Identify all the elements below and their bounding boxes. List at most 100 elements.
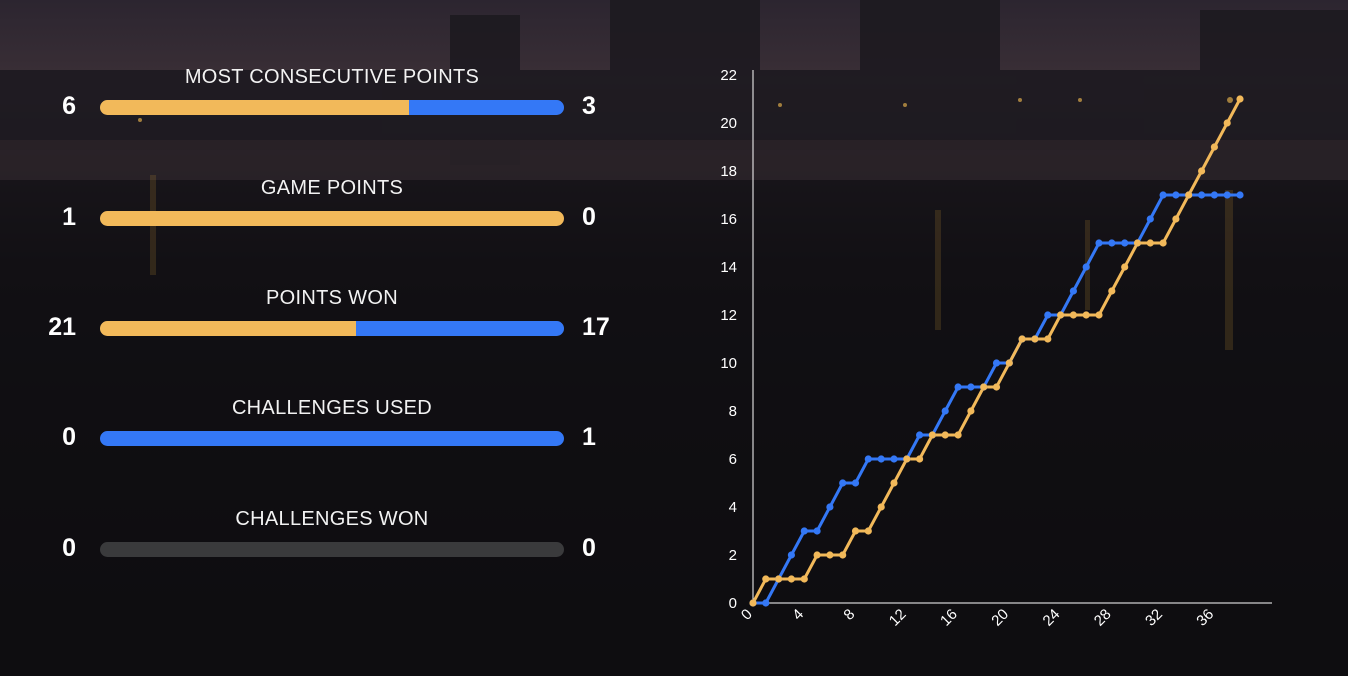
- orange-series-point: [851, 527, 860, 535]
- blue-series-point: [1236, 191, 1244, 199]
- blue-series-point: [762, 599, 770, 607]
- comparison-bar: [100, 321, 564, 336]
- orange-series-point: [1172, 215, 1180, 223]
- x-tick-label: 4: [789, 606, 807, 624]
- stat-title: MOST CONSECUTIVE POINTS: [184, 66, 480, 88]
- stat-most-consecutive-points: MOST CONSECUTIVE POINTS 6 3: [0, 66, 660, 166]
- stat-challenges-won: CHALLENGES WON 0 0: [0, 508, 660, 608]
- orange-series-point: [813, 551, 821, 559]
- orange-series-point: [967, 407, 975, 415]
- blue-series-point: [1223, 191, 1231, 199]
- orange-series-point: [775, 575, 783, 583]
- blue-series-point: [800, 527, 808, 535]
- blue-series-point: [1095, 239, 1103, 247]
- x-tick-label: 20: [988, 606, 1012, 630]
- blue-series-point: [1044, 311, 1052, 319]
- player-b-bar-segment: [100, 431, 564, 446]
- orange-series-point: [1198, 167, 1206, 175]
- orange-series-point: [1133, 239, 1142, 247]
- y-tick-label: 8: [729, 403, 737, 420]
- stat-challenges-used: CHALLENGES USED 0 1: [0, 397, 660, 497]
- x-tick-label: 16: [937, 606, 961, 630]
- orange-series-point: [877, 503, 885, 511]
- x-tick-label: 12: [886, 606, 910, 630]
- blue-series-point: [941, 407, 949, 415]
- orange-series-point: [1185, 191, 1193, 199]
- match-stats-panel: MOST CONSECUTIVE POINTS 6 3 GAME POINTS …: [0, 0, 660, 676]
- blue-series-point: [864, 455, 872, 463]
- left-value: 21: [48, 313, 76, 341]
- orange-series-point: [890, 479, 898, 487]
- y-tick-label: 16: [720, 211, 737, 228]
- orange-series-point: [1095, 311, 1103, 319]
- orange-series-point: [1223, 119, 1231, 127]
- orange-series-point: [787, 575, 795, 583]
- orange-series-point: [928, 431, 936, 439]
- blue-series-point: [916, 431, 924, 439]
- y-tick-label: 6: [729, 451, 737, 468]
- y-tick-label: 0: [729, 595, 737, 612]
- blue-series-point: [1146, 215, 1154, 223]
- y-tick-label: 12: [720, 307, 737, 324]
- player-a-bar-segment: [100, 321, 357, 336]
- blue-series-point: [1210, 191, 1218, 199]
- orange-series-point: [954, 431, 962, 439]
- stat-points-won: POINTS WON 21 17: [0, 287, 660, 387]
- orange-series-point: [1146, 239, 1154, 247]
- x-tick-label: 0: [738, 606, 756, 624]
- orange-series-point: [1210, 143, 1218, 151]
- comparison-bar: [100, 100, 564, 115]
- chart-points: [749, 95, 1244, 607]
- orange-series-point: [1159, 239, 1167, 247]
- orange-series-point: [903, 455, 911, 463]
- stat-game-points: GAME POINTS 1 0: [0, 177, 660, 277]
- blue-series-point: [813, 527, 821, 535]
- blue-series-point: [839, 479, 847, 487]
- blue-series-point: [992, 359, 1001, 367]
- stat-title: POINTS WON: [266, 287, 398, 309]
- blue-series-point: [877, 455, 885, 463]
- orange-series-point: [762, 575, 770, 583]
- orange-series-point: [1044, 335, 1052, 343]
- blue-series-point: [1082, 263, 1090, 271]
- blue-series-point: [826, 503, 834, 511]
- orange-series-point: [749, 599, 757, 607]
- right-value: 0: [582, 534, 596, 562]
- blue-series-point: [1198, 191, 1206, 199]
- right-value: 17: [582, 313, 610, 341]
- player-b-bar-segment: [409, 100, 564, 115]
- orange-series-point: [826, 551, 834, 559]
- comparison-bar: [100, 211, 564, 226]
- right-value: 1: [582, 423, 596, 451]
- x-tick-label: 24: [1040, 606, 1064, 630]
- left-value: 6: [62, 92, 76, 120]
- blue-series-point: [1069, 287, 1077, 295]
- stat-title: CHALLENGES WON: [235, 508, 429, 530]
- y-tick-label: 4: [729, 499, 737, 516]
- x-tick-label: 28: [1091, 606, 1115, 630]
- orange-series-point: [992, 383, 1001, 391]
- y-tick-label: 2: [729, 547, 737, 564]
- orange-series-point: [1031, 335, 1039, 343]
- comparison-bar: [100, 431, 564, 446]
- y-tick-label: 10: [720, 355, 737, 372]
- blue-series-point: [851, 479, 860, 487]
- player-a-bar-segment: [100, 211, 564, 226]
- right-value: 3: [582, 92, 596, 120]
- blue-series-point: [954, 383, 962, 391]
- y-tick-label: 18: [720, 163, 737, 180]
- orange-series-line: [751, 98, 1242, 604]
- orange-series-point: [1236, 95, 1244, 103]
- stat-title: GAME POINTS: [260, 177, 404, 199]
- y-tick-label: 20: [720, 115, 737, 132]
- blue-series-point: [890, 455, 898, 463]
- orange-series-point: [1018, 335, 1026, 343]
- orange-series-point: [800, 575, 808, 583]
- player-b-bar-segment: [356, 321, 564, 336]
- blue-series-point: [1108, 239, 1116, 247]
- orange-series-point: [1069, 311, 1077, 319]
- orange-series-point: [1005, 359, 1013, 367]
- orange-series-point: [839, 551, 847, 559]
- orange-series-point: [1121, 263, 1129, 271]
